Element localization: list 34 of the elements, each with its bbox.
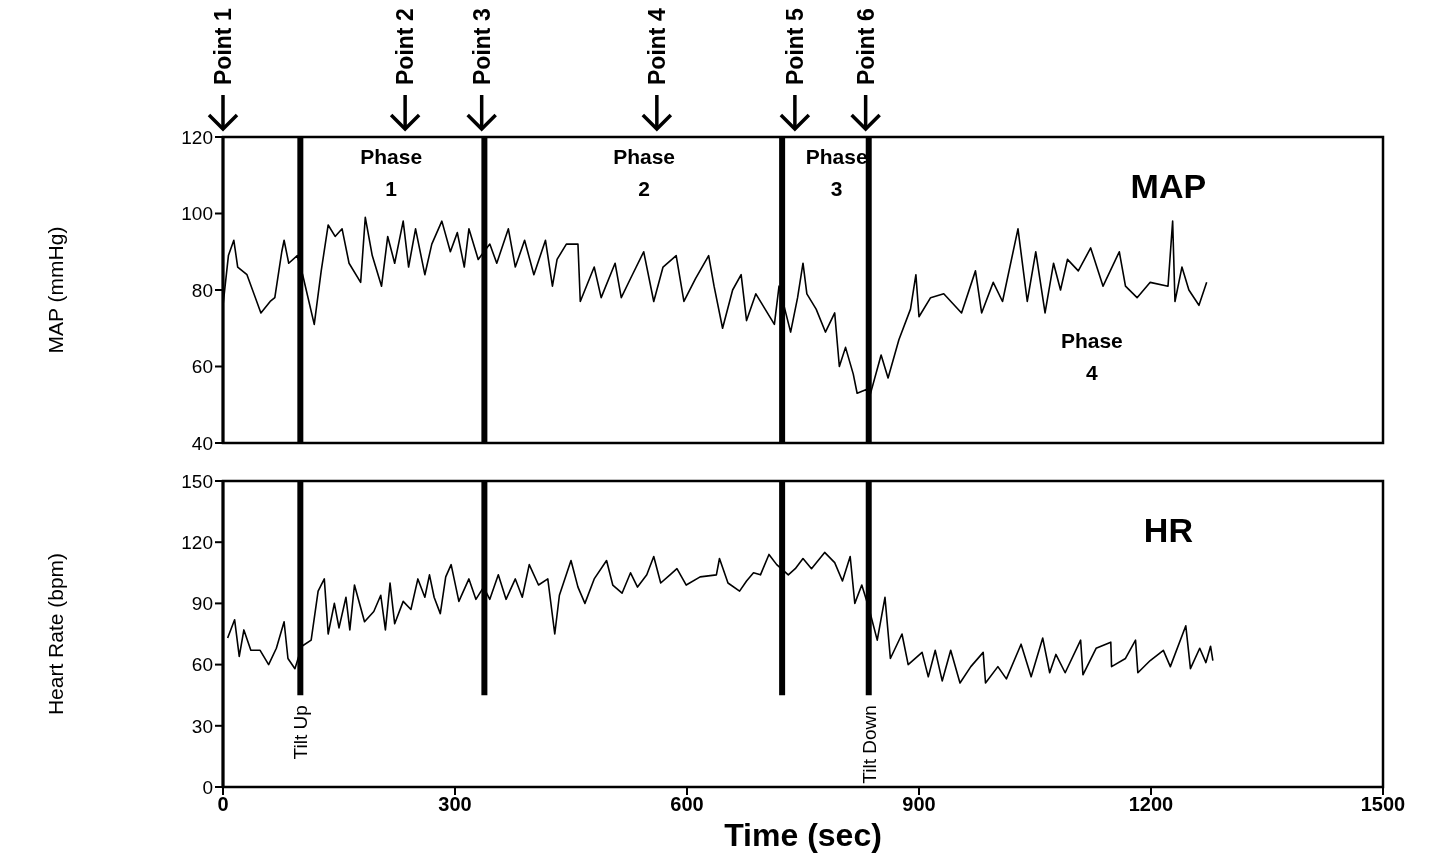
ref-line-label: Tilt Down <box>858 705 880 784</box>
x-tick-label: 1200 <box>1128 793 1174 816</box>
text: Point 6 <box>852 8 879 85</box>
y-axis-title: Heart Rate (bpm) <box>44 552 67 716</box>
text: HR <box>1143 511 1193 550</box>
x-axis-title: Time (sec) <box>724 817 882 853</box>
text: Point 4 <box>643 8 670 85</box>
x-tick-label: 900 <box>902 793 936 816</box>
y-tick-label: 40 <box>191 432 213 454</box>
y-tick-label: 0 <box>202 776 213 798</box>
y-tick-label: 150 <box>181 470 213 492</box>
text: Point 5 <box>781 8 808 85</box>
text: Point 3 <box>468 8 495 85</box>
ref-line-label: Tilt Up <box>290 705 312 760</box>
annotation: Phase 2 <box>613 144 676 200</box>
y-tick-label: 30 <box>191 715 213 737</box>
y-axis-title: MAP (mmHg) <box>44 226 67 354</box>
annotation: Phase 1 <box>360 144 423 200</box>
text: Point 2 <box>392 8 419 85</box>
x-tick-label: 0 <box>217 793 229 816</box>
y-tick-label: 60 <box>191 356 213 378</box>
x-tick-label: 300 <box>438 793 472 816</box>
y-tick-label: 120 <box>181 531 213 553</box>
y-tick-label: 100 <box>181 203 213 225</box>
y-tick-label: 80 <box>191 279 213 301</box>
x-tick-label: 600 <box>670 793 704 816</box>
annotation: Phase 4 <box>1060 328 1123 384</box>
y-tick-label: 60 <box>191 654 213 676</box>
y-tick-label: 90 <box>191 593 213 615</box>
text: MAP <box>1130 167 1207 206</box>
annotation: Phase 3 <box>805 144 868 200</box>
x-tick-label: 1500 <box>1360 793 1406 816</box>
text: Point 1 <box>210 8 236 85</box>
y-tick-label: 120 <box>181 126 213 148</box>
